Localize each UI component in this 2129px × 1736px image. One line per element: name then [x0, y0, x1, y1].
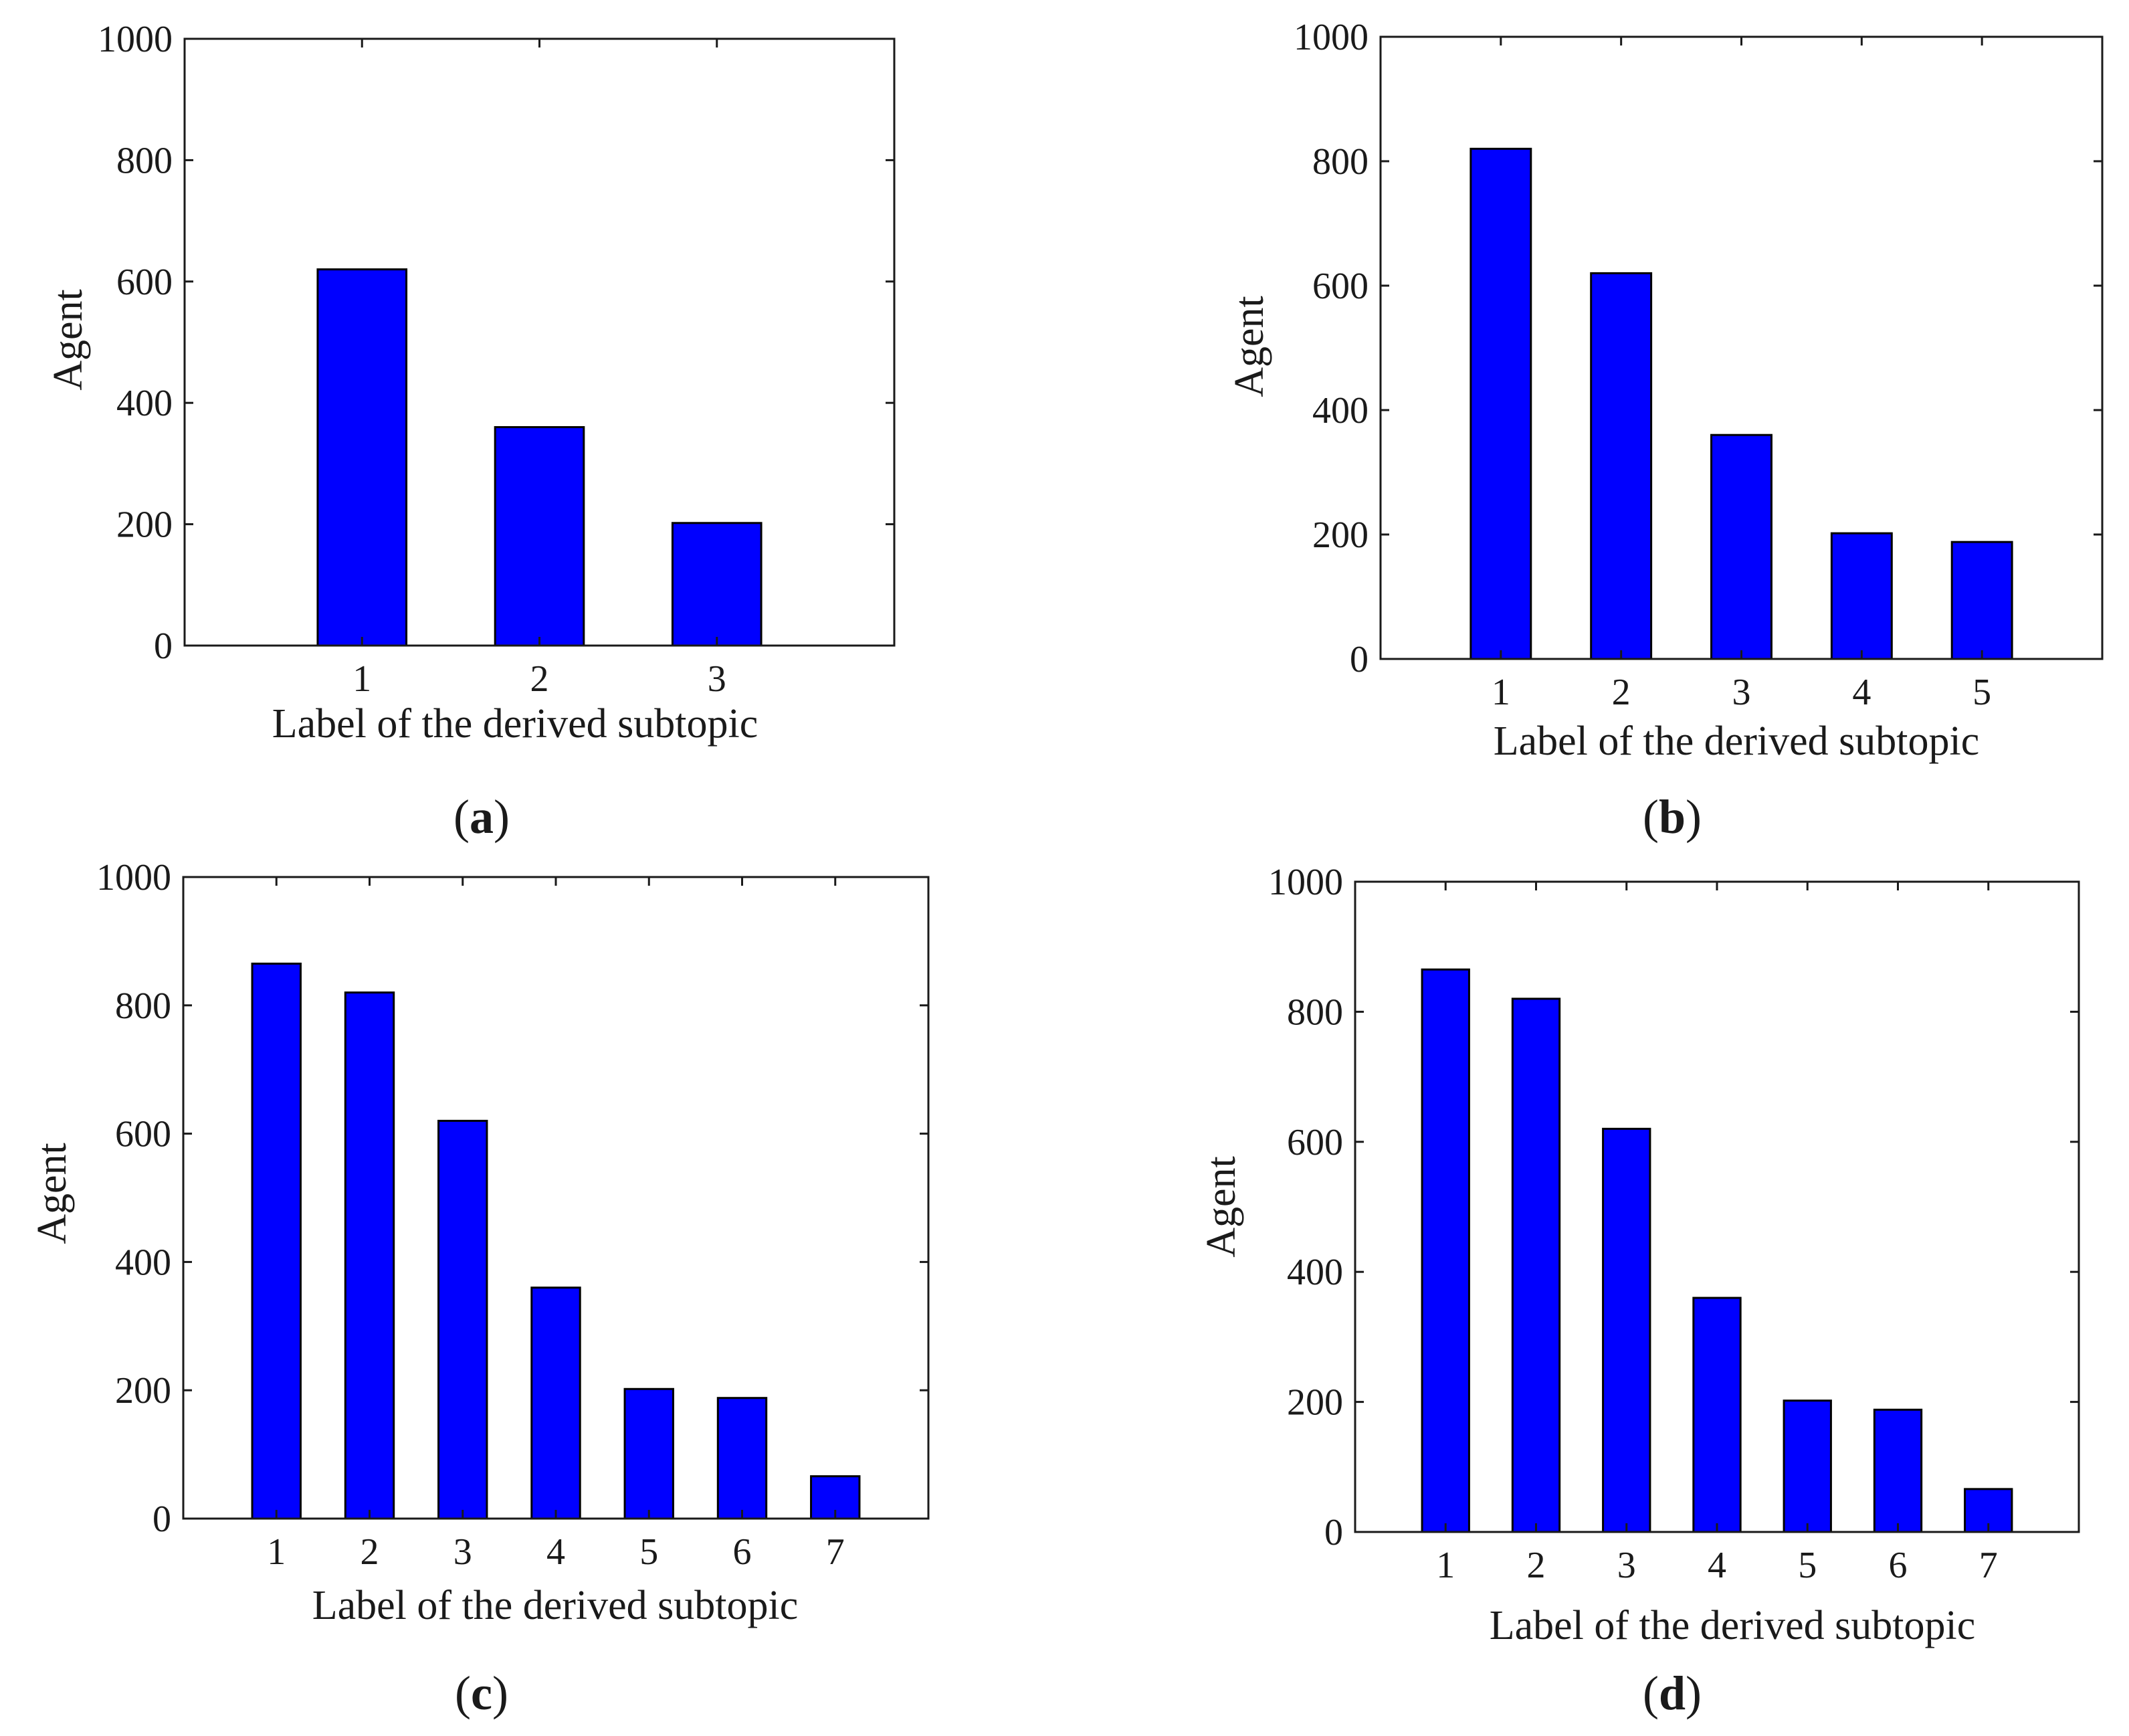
- x-tick-label: 1: [1492, 672, 1510, 713]
- x-tick-label: 3: [453, 1531, 472, 1573]
- y-tick-label: 1000: [98, 19, 173, 60]
- x-tick-label: 4: [546, 1531, 565, 1573]
- x-tick-label: 5: [639, 1531, 658, 1573]
- y-tick-label: 1000: [1268, 862, 1343, 903]
- y-tick-label: 0: [1350, 639, 1368, 680]
- panel-d: Agent Label of the derived subtopic (d) …: [1199, 862, 2080, 1720]
- x-axis-label: Label of the derived subtopic: [1494, 718, 1980, 764]
- y-axis-label: Agent: [1199, 1156, 1244, 1258]
- panel-caption-d: (d): [1643, 1666, 1702, 1720]
- x-axis-label: Label of the derived subtopic: [272, 701, 758, 747]
- bar: [251, 962, 302, 1520]
- bar: [1602, 1127, 1651, 1533]
- y-tick-label: 0: [153, 1499, 171, 1540]
- x-tick-label: 2: [530, 658, 549, 700]
- y-axis-label: Agent: [1227, 296, 1272, 397]
- bar: [1873, 1408, 1923, 1533]
- bar: [716, 1397, 768, 1520]
- panel-caption-letter: b: [1659, 790, 1686, 844]
- x-tick-label: 1: [1436, 1545, 1455, 1586]
- panel-caption-a: (a): [453, 790, 510, 844]
- bar: [1511, 997, 1561, 1533]
- panel-caption-letter: c: [471, 1666, 492, 1720]
- y-tick-label: 600: [115, 1114, 171, 1155]
- panel-a: Agent Label of the derived subtopic (a) …: [45, 19, 896, 844]
- x-tick-label: 4: [1852, 672, 1871, 713]
- bar: [1830, 532, 1893, 660]
- panel-c: Agent Label of the derived subtopic (c) …: [29, 857, 930, 1720]
- y-tick-label: 800: [1312, 141, 1368, 183]
- y-tick-label: 400: [116, 383, 173, 424]
- bar: [1692, 1296, 1742, 1533]
- x-tick-label: 7: [1979, 1545, 1998, 1586]
- x-tick-label: 1: [267, 1531, 286, 1573]
- panel-b: Agent Label of the derived subtopic (b) …: [1227, 17, 2104, 844]
- x-axis-label: Label of the derived subtopic: [312, 1583, 799, 1628]
- y-tick-label: 200: [1312, 514, 1368, 556]
- y-tick-label: 600: [1287, 1122, 1343, 1163]
- panel-caption-letter: a: [470, 790, 494, 844]
- y-tick-label: 400: [115, 1242, 171, 1283]
- y-tick-label: 800: [1287, 991, 1343, 1033]
- y-axis-label: Agent: [29, 1143, 75, 1244]
- bar: [1590, 272, 1653, 660]
- y-tick-label: 200: [1287, 1382, 1343, 1424]
- y-axis-label: Agent: [45, 289, 91, 391]
- y-tick-label: 600: [1312, 266, 1368, 307]
- bar: [494, 425, 585, 647]
- x-tick-label: 6: [733, 1531, 752, 1573]
- panel-caption-b: (b): [1643, 790, 1702, 844]
- bar: [316, 268, 408, 647]
- y-tick-label: 0: [1324, 1512, 1343, 1553]
- bar: [623, 1387, 674, 1520]
- x-tick-label: 6: [1889, 1545, 1908, 1586]
- bar: [1421, 968, 1470, 1533]
- bar: [1783, 1400, 1832, 1533]
- panel-caption-letter: d: [1659, 1666, 1686, 1720]
- y-tick-label: 400: [1312, 390, 1368, 431]
- x-tick-label: 2: [1612, 672, 1631, 713]
- bar: [530, 1286, 581, 1520]
- panel-caption-c: (c): [455, 1666, 508, 1720]
- y-tick-label: 800: [116, 140, 173, 181]
- x-tick-label: 7: [826, 1531, 845, 1573]
- bar: [437, 1119, 488, 1520]
- x-tick-label: 3: [1617, 1545, 1636, 1586]
- x-tick-label: 2: [361, 1531, 379, 1573]
- x-tick-label: 4: [1708, 1545, 1726, 1586]
- y-tick-label: 600: [116, 262, 173, 303]
- bar: [1950, 541, 2013, 660]
- x-tick-label: 3: [708, 658, 726, 700]
- bar: [344, 991, 395, 1520]
- y-tick-label: 1000: [1294, 17, 1368, 58]
- y-tick-label: 0: [154, 625, 173, 667]
- x-tick-label: 3: [1732, 672, 1751, 713]
- y-tick-label: 200: [115, 1370, 171, 1412]
- bar: [671, 522, 763, 647]
- bar: [1710, 433, 1772, 660]
- y-tick-label: 800: [115, 985, 171, 1027]
- x-axis-label: Label of the derived subtopic: [1490, 1603, 1976, 1648]
- y-tick-label: 400: [1287, 1252, 1343, 1293]
- x-tick-label: 1: [352, 658, 371, 700]
- y-tick-label: 200: [116, 504, 173, 546]
- x-tick-label: 5: [1798, 1545, 1817, 1586]
- x-tick-label: 2: [1527, 1545, 1546, 1586]
- y-tick-label: 1000: [96, 857, 171, 898]
- bar: [1469, 147, 1532, 660]
- x-tick-label: 5: [1972, 672, 1991, 713]
